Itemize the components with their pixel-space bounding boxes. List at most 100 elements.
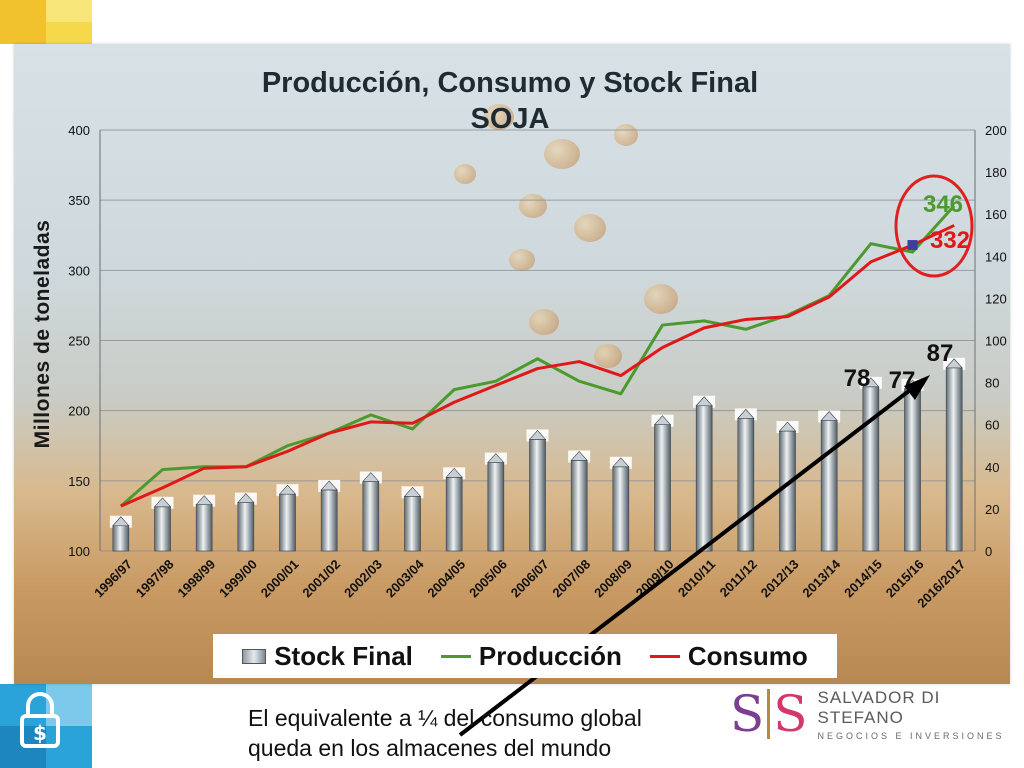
stock-bar: [112, 525, 130, 552]
x-tick-label: 1999/00: [216, 557, 260, 601]
x-tick-label: 2013/14: [799, 556, 843, 600]
x-tick-label: 2014/15: [841, 557, 885, 601]
x-tick-label: 1997/98: [133, 557, 177, 601]
x-tick-label: 2001/02: [299, 557, 343, 601]
stock-bar-spire: [445, 467, 463, 478]
stock-bar: [529, 439, 546, 552]
x-tick-label: 2008/09: [591, 557, 635, 601]
stock-bar: [654, 424, 671, 552]
footnote-line-2: queda en los almacenes del mundo: [248, 735, 612, 761]
legend-item-produccion: Producción: [440, 640, 622, 672]
legend-label-produccion: Producción: [478, 640, 622, 671]
stock-bar-spire: [653, 415, 672, 425]
stock-bar-spire: [737, 408, 755, 419]
annotation-stock-2016: 87: [927, 340, 954, 367]
footnote-line-1: El equivalente a ¼ del consumo global: [248, 705, 642, 731]
y-tick-label-left: 300: [68, 263, 90, 278]
y-tick-label-left: 200: [68, 404, 90, 419]
stock-bar-spire: [195, 495, 213, 505]
y-tick-label-right: 40: [985, 460, 999, 475]
stock-bar: [612, 466, 630, 552]
y-tick-label-right: 0: [985, 544, 992, 559]
stock-bar-spire: [487, 453, 505, 463]
x-tick-label: 2004/05: [424, 557, 468, 601]
y-tick-label-left: 400: [68, 123, 90, 138]
stock-bar: [570, 460, 588, 552]
stock-final-bars: [109, 357, 966, 552]
produccion-swatch-icon: [440, 654, 471, 658]
x-axis-ticks: 1996/971997/981998/991999/002000/012001/…: [91, 556, 968, 611]
x-tick-label: 2007/08: [549, 557, 593, 601]
stock-bar: [779, 430, 796, 552]
x-tick-label: 1996/97: [91, 557, 135, 601]
brand-logo: S S SALVADOR DI STEFANO NEGOCIOS E INVER…: [730, 686, 1024, 742]
y-tick-label-right: 160: [985, 207, 1007, 222]
stock-bar-spire: [695, 396, 713, 407]
series-lines: [119, 204, 956, 508]
brand-mark-icon: S S: [730, 686, 808, 742]
stock-bar-spire: [320, 480, 338, 491]
selection-marker: [907, 240, 918, 251]
x-tick-label: 2003/04: [383, 556, 427, 600]
y-tick-label-right: 20: [985, 502, 999, 517]
legend-item-stock: Stock Final: [242, 641, 413, 672]
stock-bar-spire: [528, 429, 547, 440]
x-tick-label: 2012/13: [758, 557, 802, 601]
x-tick-label: 2005/06: [466, 557, 510, 601]
legend-item-consumo: Consumo: [649, 640, 808, 672]
stock-bar: [862, 386, 880, 552]
stock-bar-spire: [237, 493, 255, 503]
stock-bar: [445, 477, 463, 552]
consumo-line: [120, 224, 955, 508]
stock-bar: [320, 489, 338, 552]
stock-bar: [695, 405, 713, 552]
y-tick-label-right: 60: [985, 418, 999, 433]
stock-bar-spire: [153, 497, 172, 508]
brand-tagline: NEGOCIOS E INVERSIONES: [817, 730, 1005, 741]
y-tick-label-right: 200: [985, 123, 1007, 138]
stock-bar-spire: [778, 421, 797, 432]
stock-bar-spire: [945, 358, 963, 369]
brand-mark-left: S: [730, 685, 765, 743]
stock-bar: [362, 481, 380, 552]
legend-label-consumo: Consumo: [687, 640, 808, 671]
svg-text:$: $: [33, 721, 47, 745]
stock-bar-spire: [862, 377, 880, 388]
annotation-produccion-last: 346: [923, 191, 963, 218]
y-axis-label: Millones de toneladas: [31, 219, 54, 449]
x-tick-label: 2011/12: [717, 557, 760, 600]
slide-background: [14, 44, 1010, 684]
annotation-consumo-last: 332: [930, 227, 970, 254]
x-tick-label: 1998/99: [174, 557, 218, 601]
y-tick-label-right: 140: [985, 249, 1007, 264]
y-axis-right-ticks: 0 20 40 60 80 100 120 140 160 180 200: [985, 123, 1007, 559]
stock-bar: [904, 388, 921, 552]
y-tick-label-right: 120: [985, 291, 1007, 306]
stock-bar-spire: [403, 486, 422, 497]
stock-bar-spire: [612, 457, 630, 468]
stock-bar: [154, 506, 171, 552]
footnote: El equivalente a ¼ del consumo global qu…: [248, 703, 642, 763]
y-tick-label-left: 100: [68, 544, 90, 559]
stock-bar: [820, 420, 838, 552]
stock-bar: [237, 502, 255, 552]
x-tick-label: 2000/01: [258, 557, 302, 601]
pointer-arrow-head: [904, 375, 930, 400]
brand-name: SALVADOR DI STEFANO: [817, 687, 941, 727]
chart-legend: Stock Final Producción Consumo: [213, 634, 837, 678]
y-tick-label-right: 80: [985, 376, 999, 391]
stock-bar-spire: [362, 472, 380, 482]
consumo-swatch-icon: [649, 654, 680, 658]
y-tick-label-right: 180: [985, 165, 1007, 180]
stock-bar-spire: [278, 484, 297, 495]
y-tick-label-left: 150: [68, 474, 90, 489]
y-axis-left-ticks: 100 150 200 250 300 350 400: [68, 123, 90, 559]
chart-subtitle: SOJA: [470, 103, 550, 135]
stock-bar: [487, 462, 505, 552]
annotation-stock-2014: 78: [844, 365, 871, 392]
stock-bar-spire: [112, 516, 130, 527]
stock-bar: [279, 493, 296, 552]
stock-bar: [945, 367, 963, 552]
